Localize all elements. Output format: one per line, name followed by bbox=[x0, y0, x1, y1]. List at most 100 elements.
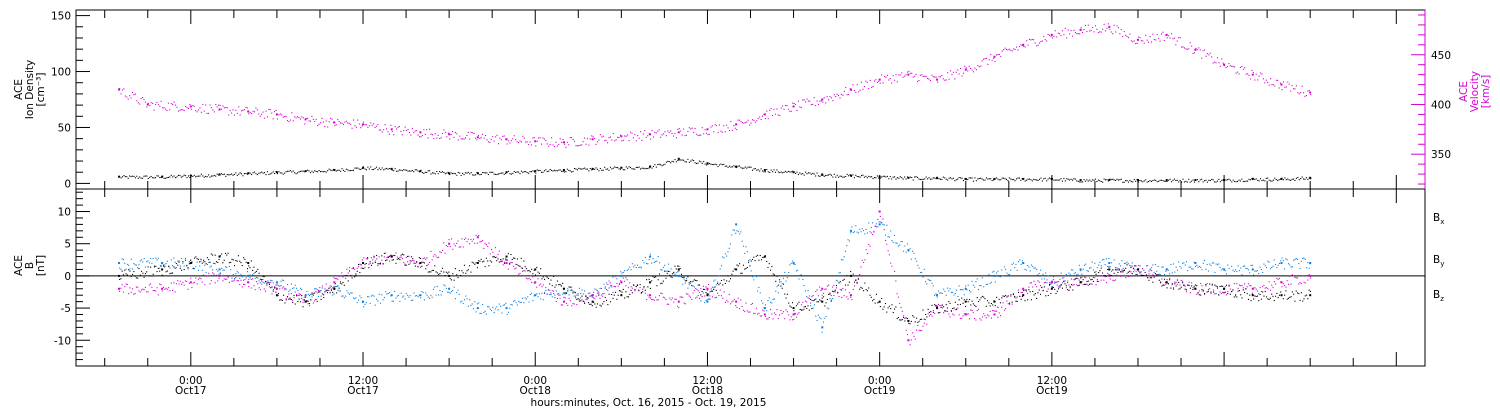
density-series-point bbox=[261, 171, 263, 173]
density-series-point bbox=[642, 167, 644, 169]
bx-series-point bbox=[735, 268, 737, 270]
by-series-point bbox=[961, 289, 963, 291]
velocity-series-point bbox=[1242, 68, 1244, 70]
density-series-point bbox=[249, 172, 251, 174]
density-series-point bbox=[1191, 180, 1193, 182]
by-series-point bbox=[196, 261, 198, 263]
bz-series-point bbox=[1198, 290, 1200, 292]
bx-series-point bbox=[901, 318, 903, 321]
bz-series-point bbox=[221, 275, 223, 277]
bx-series-point bbox=[1012, 293, 1014, 296]
bz-series-point bbox=[195, 277, 197, 279]
by-series-point bbox=[1189, 266, 1191, 268]
density-series-point bbox=[710, 163, 712, 165]
density-series-point bbox=[575, 168, 577, 170]
bx-series-point bbox=[244, 258, 246, 260]
bz-series-point bbox=[169, 290, 171, 292]
bz-series-point bbox=[410, 260, 413, 262]
density-series-point bbox=[357, 167, 359, 169]
density-series-point bbox=[248, 172, 250, 174]
bz-series-point bbox=[1058, 286, 1060, 288]
bx-series-point bbox=[748, 261, 750, 263]
velocity-series-point bbox=[180, 109, 182, 111]
density-series-point bbox=[568, 169, 570, 171]
bx-series-point bbox=[1273, 299, 1275, 302]
by-series-point bbox=[869, 231, 871, 233]
velocity-series-point bbox=[1192, 52, 1194, 54]
by-series-point bbox=[935, 293, 937, 295]
by-series-point bbox=[392, 300, 394, 302]
by-series-point bbox=[1196, 264, 1198, 266]
by-series-point bbox=[232, 273, 234, 276]
by-series-point bbox=[174, 261, 176, 263]
bx-series-point bbox=[209, 261, 211, 263]
bx-series-point bbox=[1282, 298, 1284, 300]
density-series-point bbox=[258, 172, 260, 174]
bz-series-point bbox=[448, 242, 451, 245]
bz-series-point bbox=[265, 290, 267, 292]
bx-series-point bbox=[714, 286, 716, 288]
velocity-series-point bbox=[1027, 44, 1029, 46]
bz-series-point bbox=[440, 252, 442, 254]
velocity-series-point bbox=[849, 88, 851, 90]
by-series-point bbox=[837, 280, 839, 282]
by-series-point bbox=[859, 228, 861, 230]
bz-series-point bbox=[678, 307, 680, 309]
velocity-series-point bbox=[561, 141, 563, 144]
bx-series-point bbox=[598, 294, 600, 296]
density-series-point bbox=[499, 173, 501, 175]
bz-series-point bbox=[1285, 286, 1287, 288]
velocity-series-point bbox=[962, 72, 964, 74]
bx-series-point bbox=[874, 302, 876, 304]
velocity-series-point bbox=[815, 105, 817, 107]
bz-series-point bbox=[1278, 277, 1281, 279]
density-series-point bbox=[281, 172, 283, 174]
density-series-point bbox=[993, 179, 995, 181]
by-series-point bbox=[1157, 265, 1159, 267]
bx-series-point bbox=[1281, 294, 1283, 296]
density-series-point bbox=[624, 169, 626, 171]
velocity-series-point bbox=[1104, 30, 1107, 32]
by-series-point bbox=[418, 295, 420, 297]
density-series-point bbox=[757, 169, 759, 171]
velocity-series-point bbox=[606, 142, 609, 144]
bx-series-point bbox=[611, 293, 613, 296]
by-series-point bbox=[895, 242, 897, 244]
density-series-point bbox=[878, 177, 880, 179]
velocity-series-point bbox=[1119, 33, 1121, 35]
by-series-point bbox=[1256, 270, 1259, 272]
bz-series-point bbox=[1029, 282, 1031, 284]
bx-series-point bbox=[608, 293, 610, 295]
velocity-series-point bbox=[179, 109, 181, 111]
bz-series-point bbox=[1206, 283, 1208, 285]
density-series-point bbox=[970, 177, 972, 179]
bz-series-point bbox=[665, 299, 667, 301]
bx-series-point bbox=[1234, 295, 1237, 297]
bx-series-point bbox=[767, 266, 769, 269]
velocity-series-point bbox=[952, 71, 954, 73]
bz-series-point bbox=[137, 286, 139, 288]
bz-series-point bbox=[153, 289, 156, 292]
by-series-point bbox=[254, 277, 256, 279]
velocity-series-point bbox=[995, 54, 998, 56]
velocity-series-point bbox=[703, 133, 705, 135]
by-series-point bbox=[1222, 268, 1224, 270]
bx-series-point bbox=[571, 289, 573, 291]
velocity-series-point bbox=[691, 127, 693, 129]
bx-series-point bbox=[1222, 285, 1224, 287]
velocity-series-point bbox=[420, 136, 422, 138]
density-series-point bbox=[1148, 180, 1150, 183]
density-series-point bbox=[1142, 181, 1144, 183]
velocity-series-point bbox=[711, 125, 713, 127]
bx-series-point bbox=[719, 282, 721, 284]
bx-series-point bbox=[972, 303, 974, 305]
density-series-point bbox=[787, 170, 789, 173]
density-series-point bbox=[1013, 178, 1015, 181]
bz-series-point bbox=[652, 299, 654, 301]
bx-series-point bbox=[447, 272, 449, 274]
bz-series-point bbox=[524, 270, 526, 272]
density-series-point bbox=[176, 176, 178, 178]
bx-series-point bbox=[631, 292, 633, 294]
bz-series-point bbox=[434, 253, 436, 255]
bx-series-point bbox=[928, 311, 930, 313]
